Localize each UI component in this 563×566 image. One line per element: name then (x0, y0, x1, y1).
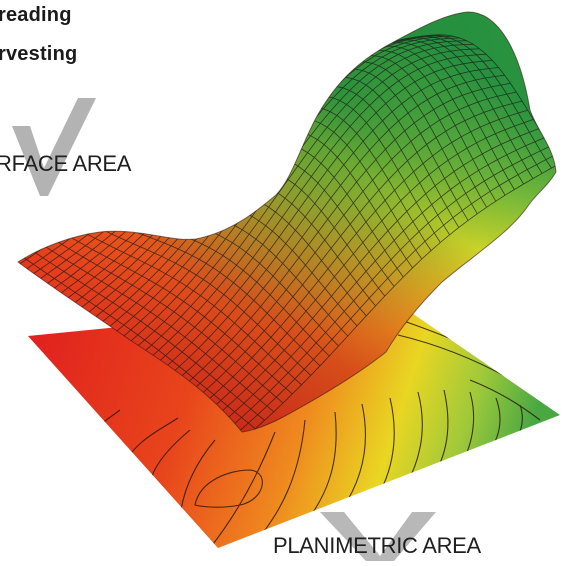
mesh-line (162, 60, 493, 370)
mesh-line (141, 43, 474, 354)
mesh-line (183, 83, 511, 387)
checkmark-icon (320, 512, 436, 561)
mesh-line (169, 67, 499, 376)
mesh-line (190, 91, 517, 393)
mesh-line (155, 53, 487, 365)
checkmark-icon (12, 98, 96, 196)
mesh-line (238, 154, 556, 432)
mesh-line (176, 74, 505, 381)
caption-line-1: reading (0, 4, 72, 26)
surface-outline (17, 11, 557, 433)
mesh-line (211, 119, 534, 410)
caption-line-2: rvesting (0, 43, 78, 65)
surface-area-label: RFACE AREA (0, 151, 132, 176)
planimetric-area-label: PLANIMETRIC AREA (273, 533, 481, 558)
mesh-line (245, 162, 556, 432)
mesh-line (231, 146, 550, 427)
mesh-line (197, 100, 523, 398)
mesh-line (224, 137, 545, 421)
plane-surface (28, 300, 560, 548)
mesh-line (148, 48, 480, 360)
mesh-line (217, 128, 540, 415)
mesh-line (204, 109, 528, 404)
